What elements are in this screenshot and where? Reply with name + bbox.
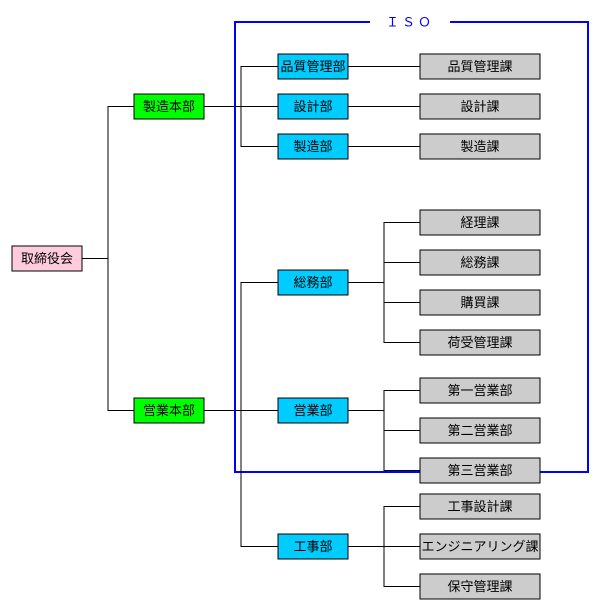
node-kouji-label: 工事部: [293, 539, 332, 554]
connector: [204, 67, 278, 107]
node-k8-label: 第一営業部: [447, 383, 512, 398]
iso-label: ＩＳＯ: [386, 15, 434, 30]
node-sekkei-label: 設計部: [293, 99, 332, 114]
connector: [204, 283, 278, 411]
node-k1-label: 品質管理課: [447, 59, 512, 74]
node-k7-label: 荷受管理課: [447, 335, 512, 350]
node-k11-label: 工事設計課: [447, 499, 512, 514]
connector: [348, 547, 420, 587]
node-k3-label: 製造課: [460, 139, 499, 154]
node-k2-label: 設計課: [460, 99, 499, 114]
connector: [204, 411, 278, 547]
connector: [348, 283, 420, 343]
org-chart: ＩＳＯ 取締役会 製造本部営業本部 品質管理部設計部製造部総務部営業部工事部 品質管理課…: [0, 0, 605, 616]
node-seizoB-label: 製造部: [293, 139, 332, 154]
node-k9-label: 第二営業部: [447, 423, 512, 438]
node-k6-label: 購買課: [460, 295, 499, 310]
connector: [82, 107, 134, 259]
node-k12-label: エンジニアリング課: [421, 539, 538, 554]
node-soumu-label: 総務部: [293, 275, 332, 290]
connector: [82, 259, 134, 411]
connector: [348, 411, 420, 471]
node-k5-label: 総務課: [460, 255, 499, 270]
node-eigyoB-label: 営業部: [293, 403, 332, 418]
node-k10-label: 第三営業部: [447, 463, 512, 478]
node-seizo-label: 製造本部: [143, 99, 195, 114]
node-k4-label: 経理課: [460, 215, 499, 230]
node-eigyo-label: 営業本部: [143, 403, 195, 418]
node-hinkan-label: 品質管理部: [280, 59, 345, 74]
connector: [204, 107, 278, 147]
connector: [348, 263, 420, 283]
node-k13-label: 保守管理課: [447, 579, 512, 594]
node-root-label: 取締役会: [21, 251, 73, 266]
connector: [348, 391, 420, 411]
connector: [348, 507, 420, 547]
